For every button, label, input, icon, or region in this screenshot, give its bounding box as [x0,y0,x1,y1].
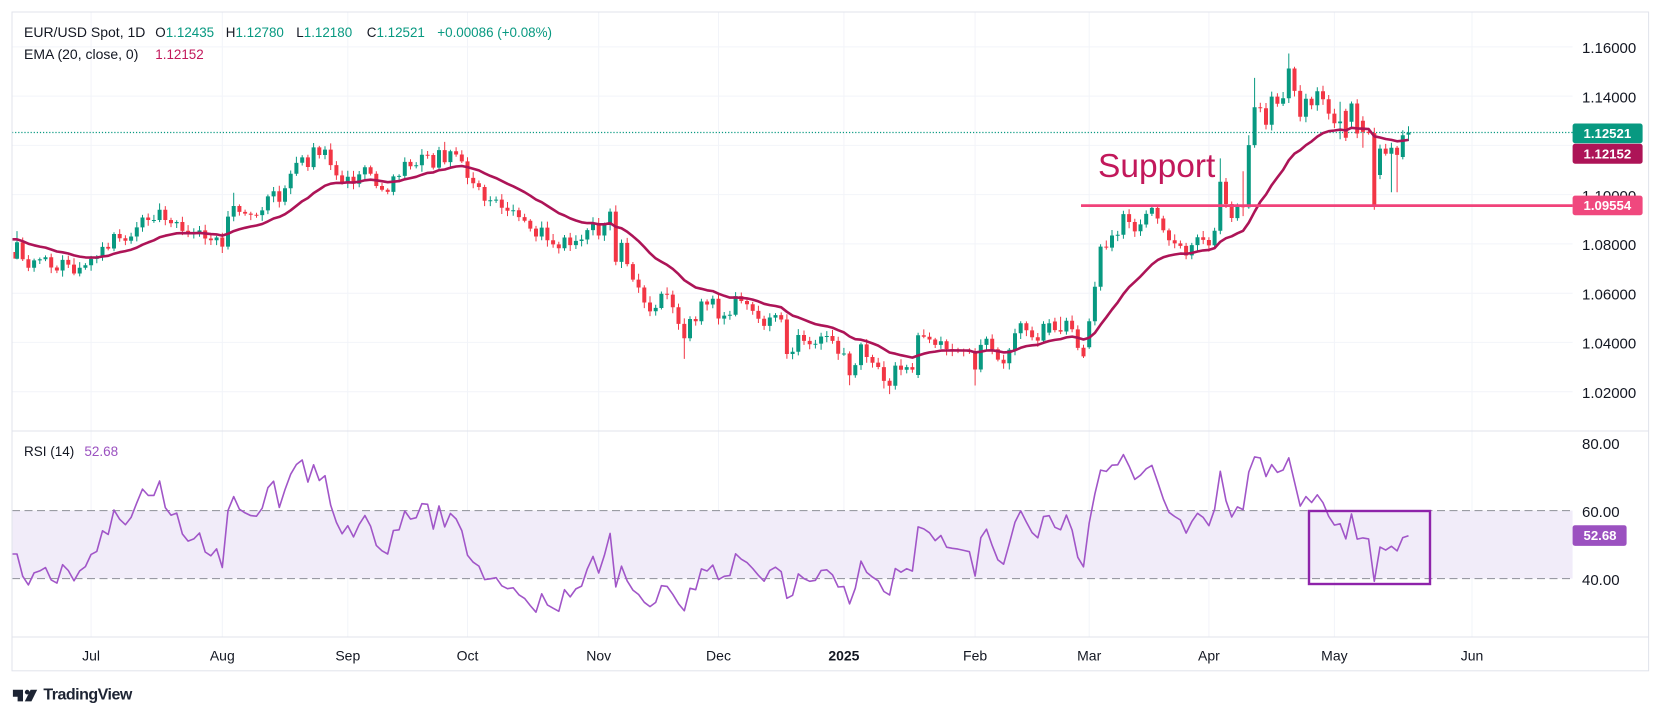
svg-text:1.04000: 1.04000 [1582,336,1636,353]
svg-text:EUR/USD Spot, 1D: EUR/USD Spot, 1D [24,24,145,40]
svg-text:Sep: Sep [335,648,360,664]
svg-text:1.12152: 1.12152 [155,47,203,62]
svg-text:2025: 2025 [828,648,859,664]
svg-text:May: May [1321,648,1347,664]
svg-text:1.09554: 1.09554 [1584,198,1632,213]
svg-text:52.68: 52.68 [84,444,118,459]
svg-text:Oct: Oct [457,648,479,664]
svg-text:1.12521: 1.12521 [1584,126,1632,141]
svg-text:1.16000: 1.16000 [1582,40,1636,57]
svg-text:Support: Support [1098,148,1216,185]
svg-text:EMA (20, close, 0): EMA (20, close, 0) [24,46,138,62]
svg-text:60.00: 60.00 [1582,504,1620,521]
svg-text:1.06000: 1.06000 [1582,287,1636,304]
svg-text:52.68: 52.68 [1584,528,1617,543]
svg-text:Feb: Feb [963,648,987,664]
svg-text:Aug: Aug [210,648,235,664]
svg-text:Jun: Jun [1461,648,1484,664]
svg-text:1.08000: 1.08000 [1582,237,1636,254]
svg-text:Nov: Nov [586,648,611,664]
svg-text:1.14000: 1.14000 [1582,89,1636,106]
svg-text:Apr: Apr [1198,648,1220,664]
svg-text:1.02000: 1.02000 [1582,385,1636,402]
svg-text:Dec: Dec [706,648,731,664]
svg-text:TradingView: TradingView [43,687,133,704]
svg-text:RSI (14): RSI (14) [24,444,74,459]
svg-text:Jul: Jul [82,648,100,664]
svg-text:1.12152: 1.12152 [1584,146,1632,161]
svg-text:80.00: 80.00 [1582,436,1620,453]
svg-text:Mar: Mar [1077,648,1101,664]
svg-text:40.00: 40.00 [1582,572,1620,589]
